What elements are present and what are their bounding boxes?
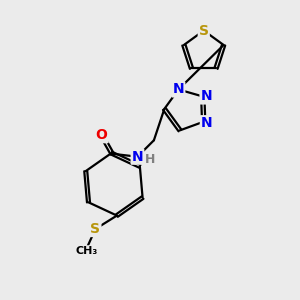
Text: N: N [200,89,212,103]
Text: CH₃: CH₃ [76,246,98,256]
Text: N: N [132,150,143,164]
Text: O: O [96,128,108,142]
Text: N: N [173,82,184,97]
Text: S: S [199,24,209,38]
Text: H: H [145,153,155,166]
Text: N: N [201,116,212,130]
Text: S: S [90,222,100,236]
